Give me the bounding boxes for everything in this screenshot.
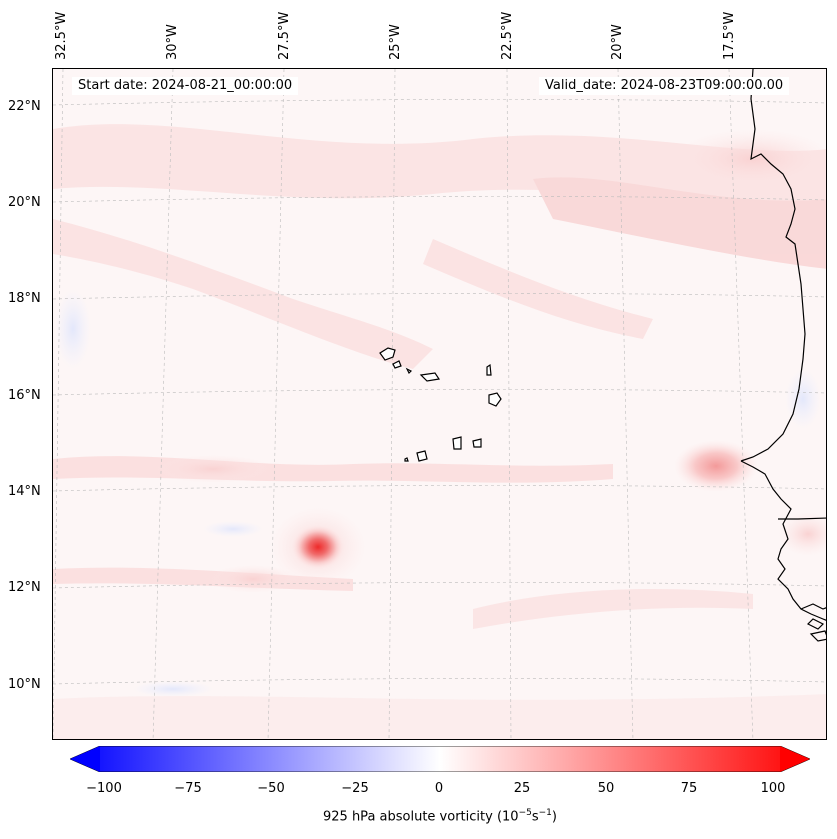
lon-label-22-5w: 22.5°W [500, 11, 515, 60]
colorbar-tick: 25 [513, 781, 531, 796]
island [486, 363, 492, 376]
valid-date-label: Valid_date: 2024-08-23T09:00:00.00 [539, 77, 790, 95]
island [404, 457, 409, 462]
island [379, 347, 396, 361]
colorbar-tick: 100 [760, 781, 786, 796]
island [472, 438, 482, 448]
lon-label-30w: 30°W [165, 24, 180, 60]
lat-label-20n: 20°N [8, 195, 41, 210]
lat-label-16n: 16°N [8, 388, 41, 403]
lat-label-12n: 12°N [8, 580, 41, 595]
lon-label-27-5w: 27.5°W [277, 11, 292, 60]
colorbar-gradient [68, 745, 812, 773]
colorbar-tick: 75 [680, 781, 698, 796]
island [419, 372, 441, 382]
island [452, 436, 462, 450]
colorbar-tick: −75 [174, 781, 202, 796]
vorticity-map [52, 68, 827, 740]
island [416, 450, 428, 462]
island [392, 360, 402, 369]
negative-patch [203, 521, 263, 537]
vorticity-band [208, 565, 298, 593]
colorbar-tick: −25 [341, 781, 369, 796]
island [488, 392, 502, 407]
lon-label-25w: 25°W [388, 24, 403, 60]
colorbar-label-unit: s [531, 809, 539, 825]
colorbar-label: 925 hPa absolute vorticity (10−5s−1) [0, 808, 837, 824]
colorbar-tick: −50 [257, 781, 285, 796]
colorbar [68, 745, 812, 773]
colorbar-svg [68, 745, 812, 773]
colorbar-label-exp2: −1 [538, 808, 552, 818]
negative-patch [55, 289, 91, 369]
lat-label-22n: 22°N [8, 99, 41, 114]
start-date-label: Start date: 2024-08-21_00:00:00 [72, 77, 299, 95]
vorticity-band [673, 129, 826, 189]
colorbar-label-end: ) [551, 809, 557, 825]
colorbar-tick: −100 [86, 781, 122, 796]
island [405, 367, 413, 375]
storm-vortex [292, 525, 344, 569]
vorticity-band [778, 512, 826, 556]
colorbar-label-exp: −5 [518, 808, 532, 818]
lat-label-18n: 18°N [8, 291, 41, 306]
gridlines [53, 69, 826, 739]
map-canvas [53, 69, 826, 739]
lon-label-32-5w: 32.5°W [54, 11, 69, 60]
lon-label-20w: 20°W [610, 24, 625, 60]
coastal-vortex [674, 440, 758, 492]
negative-patch [133, 681, 213, 697]
colorbar-tick: 50 [597, 781, 615, 796]
coastline [740, 69, 826, 642]
lon-label-17-5w: 17.5°W [722, 11, 737, 60]
colorbar-min-extend [70, 746, 100, 772]
vorticity-band [153, 455, 273, 483]
negative-patch [785, 369, 821, 429]
lat-label-14n: 14°N [8, 484, 41, 499]
colorbar-label-text: 925 hPa absolute vorticity (10 [323, 809, 519, 825]
cape-verde-islands [379, 347, 502, 462]
colorbar-max-extend [780, 746, 810, 772]
colorbar-tick: 0 [434, 781, 444, 796]
vorticity-field [53, 124, 826, 739]
lat-label-10n: 10°N [8, 677, 41, 692]
